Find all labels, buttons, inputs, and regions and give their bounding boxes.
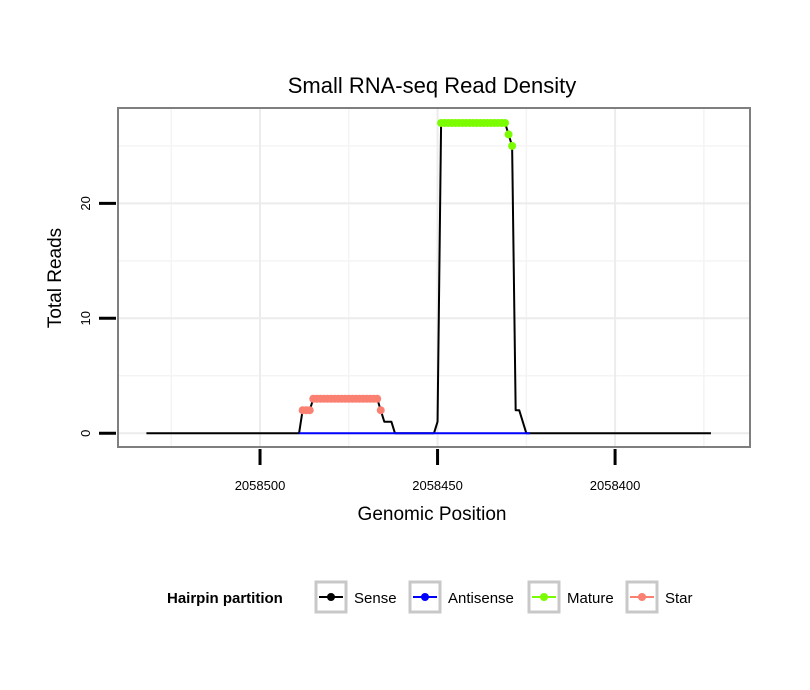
legend-item-sense: Sense — [314, 580, 397, 614]
x-axis: 2058500 2058450 2058400 — [235, 449, 641, 493]
legend-title: Hairpin partition — [167, 590, 283, 607]
y-tick-label: 10 — [78, 311, 93, 325]
legend-item-antisense: Antisense — [408, 580, 514, 614]
x-axis-title: Genomic Position — [358, 504, 507, 525]
plot-background — [118, 108, 750, 447]
legend-item-star: Star — [625, 580, 693, 614]
y-axis-title: Total Reads — [45, 228, 66, 328]
y-axis: 0 10 20 — [78, 196, 116, 437]
data-point-star — [373, 394, 382, 403]
x-tick-label: 2058500 — [235, 478, 286, 493]
data-point-mature — [504, 130, 513, 139]
legend-label: Star — [665, 590, 693, 607]
legend-key-point — [421, 593, 429, 601]
series-layer — [146, 118, 711, 435]
data-point-mature — [508, 141, 517, 150]
legend-label: Mature — [567, 590, 614, 607]
chart-title: Small RNA-seq Read Density — [288, 73, 577, 98]
plot-border — [117, 107, 751, 448]
plot-panel — [117, 107, 751, 448]
x-tick-label: 2058400 — [590, 478, 641, 493]
x-tick-label: 2058450 — [412, 478, 463, 493]
legend: Hairpin partition Sense Antisense Mature St… — [167, 580, 693, 614]
legend-key-point — [327, 593, 335, 601]
legend-key-point — [540, 593, 548, 601]
y-tick-label: 0 — [78, 430, 93, 437]
legend-label: Sense — [354, 590, 397, 607]
legend-key-point — [638, 593, 646, 601]
data-point-star — [305, 406, 314, 415]
data-point-star — [376, 406, 385, 415]
legend-label: Antisense — [448, 590, 514, 607]
legend-item-mature: Mature — [527, 580, 614, 614]
data-point-mature — [501, 118, 510, 127]
y-tick-label: 20 — [78, 196, 93, 210]
